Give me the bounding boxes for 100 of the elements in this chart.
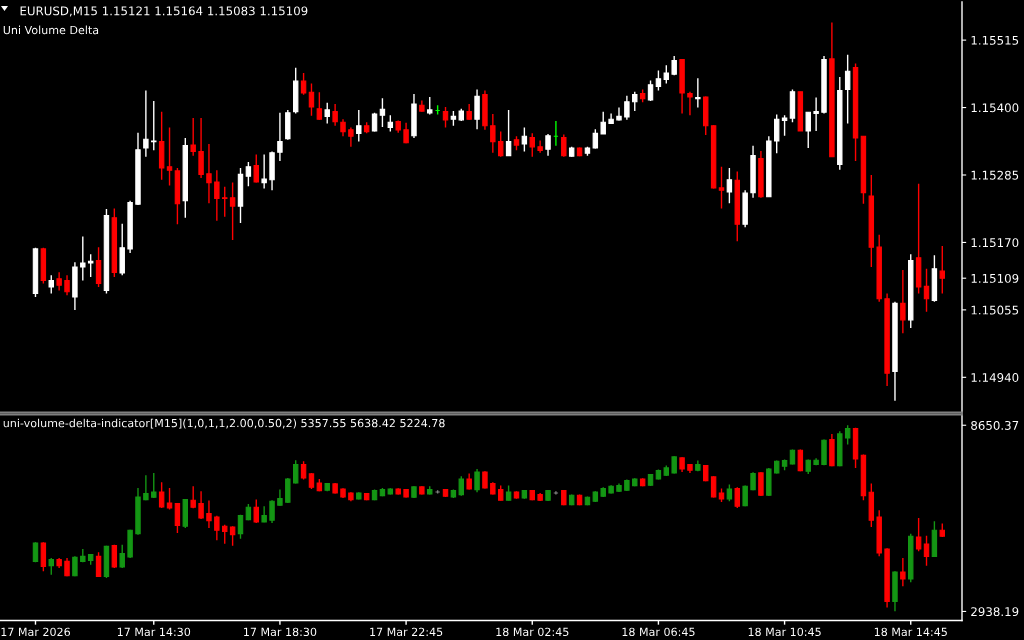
candlestick [923, 268, 930, 313]
candlestick [348, 126, 354, 148]
candlestick [95, 246, 102, 288]
candlestick [198, 490, 204, 520]
candlestick [48, 274, 54, 295]
candlestick [781, 114, 788, 137]
candlestick [245, 161, 252, 187]
candlestick [537, 139, 543, 154]
candlestick [151, 100, 157, 152]
candlestick [253, 498, 259, 524]
candlestick [80, 235, 86, 282]
candlestick [655, 69, 662, 92]
candlestick [222, 186, 228, 218]
candlestick [151, 472, 157, 499]
candlestick [56, 271, 62, 292]
candlestick [900, 269, 906, 335]
candlestick [300, 72, 307, 96]
candlestick [308, 82, 315, 117]
y-tick-label: 1.15055 [971, 305, 1019, 315]
candlestick [813, 96, 819, 132]
candlestick [285, 477, 291, 504]
y-tick-label: 1.15515 [971, 36, 1019, 45]
candlestick [900, 557, 906, 588]
candlestick [805, 111, 811, 149]
candlestick [600, 110, 606, 135]
candlestick [521, 126, 528, 153]
candlestick [316, 91, 323, 121]
chart-title: uni-volume-delta-indicator[M15](1,0,1,1,2.00,0.50,2) 5357.55 5638.42 5224.78 [3, 418, 445, 429]
candlestick [332, 103, 338, 127]
candlestick [253, 153, 259, 184]
x-tick-label: 18 Mar 10:45 [748, 627, 821, 637]
chart-title: EURUSD,M15 1.15121 1.15164 1.15083 1.15109 [20, 6, 308, 17]
candlestick [174, 502, 181, 534]
candlestick [158, 481, 165, 509]
candlestick [300, 460, 307, 481]
x-tick-label: 17 Mar 18:30 [244, 627, 317, 637]
candlestick [442, 106, 449, 129]
candlestick [166, 487, 173, 511]
candlestick [497, 130, 504, 158]
candlestick [624, 95, 630, 121]
candlestick [632, 91, 638, 112]
y-tick-label: 1.14940 [971, 373, 1019, 382]
candlestick [687, 91, 693, 116]
candlestick [40, 541, 47, 573]
candlestick [561, 133, 567, 158]
candlestick [695, 77, 701, 109]
y-tick-label: 1.15109 [971, 273, 1019, 283]
candlestick [166, 126, 173, 187]
y-tick-label: 8650.37 [971, 420, 1019, 430]
candlestick [277, 112, 283, 162]
candlestick [261, 153, 267, 190]
x-tick-label: 18 Mar 14:45 [874, 627, 947, 637]
candlestick [237, 513, 244, 540]
candlestick [292, 459, 299, 485]
candlestick [505, 109, 512, 157]
candlestick [324, 102, 330, 125]
candlestick [143, 89, 149, 158]
candlestick [143, 474, 149, 501]
candlestick [529, 132, 535, 158]
candlestick [206, 499, 212, 529]
candlestick [64, 274, 70, 296]
candlestick [458, 475, 465, 497]
candlestick [773, 113, 780, 154]
candlestick [229, 181, 236, 241]
candlestick [269, 499, 275, 524]
candlestick [379, 97, 386, 128]
candlestick [939, 245, 946, 295]
y-tick-label: 1.15170 [971, 238, 1019, 248]
candlestick [356, 109, 362, 143]
text: Uni Volume Delta [3, 25, 99, 35]
candlestick [923, 534, 930, 567]
candlestick [844, 424, 851, 446]
candlestick [726, 167, 733, 204]
y-tick-label: 1.15400 [971, 103, 1019, 113]
candlestick [663, 64, 670, 85]
candlestick [222, 523, 228, 545]
candlestick [710, 475, 717, 499]
candlestick [718, 166, 725, 210]
x-tick-label: 17 Mar 14:30 [117, 627, 191, 637]
candlestick [87, 253, 94, 278]
y-tick-label: 2938.19 [971, 607, 1019, 617]
candlestick [214, 169, 220, 222]
candlestick [758, 471, 764, 497]
candlestick [95, 551, 102, 578]
x-tick-label: 17 Mar 2026 [1, 627, 71, 637]
candlestick [474, 468, 480, 493]
candlestick [190, 117, 196, 157]
x-tick-label: 17 Mar 22:45 [370, 627, 443, 637]
candlestick [734, 486, 740, 509]
x-tick-label: 18 Mar 06:45 [622, 627, 695, 637]
y-tick-label: 1.15285 [971, 170, 1019, 180]
candlestick [206, 143, 212, 204]
candlestick [490, 113, 496, 154]
candlestick [214, 514, 220, 542]
candlestick [198, 117, 204, 179]
x-tick-label: 18 Mar 02:45 [496, 627, 569, 637]
candlestick [592, 128, 599, 150]
candlestick [229, 525, 236, 547]
candlestick [844, 54, 851, 125]
candlestick [545, 133, 551, 157]
